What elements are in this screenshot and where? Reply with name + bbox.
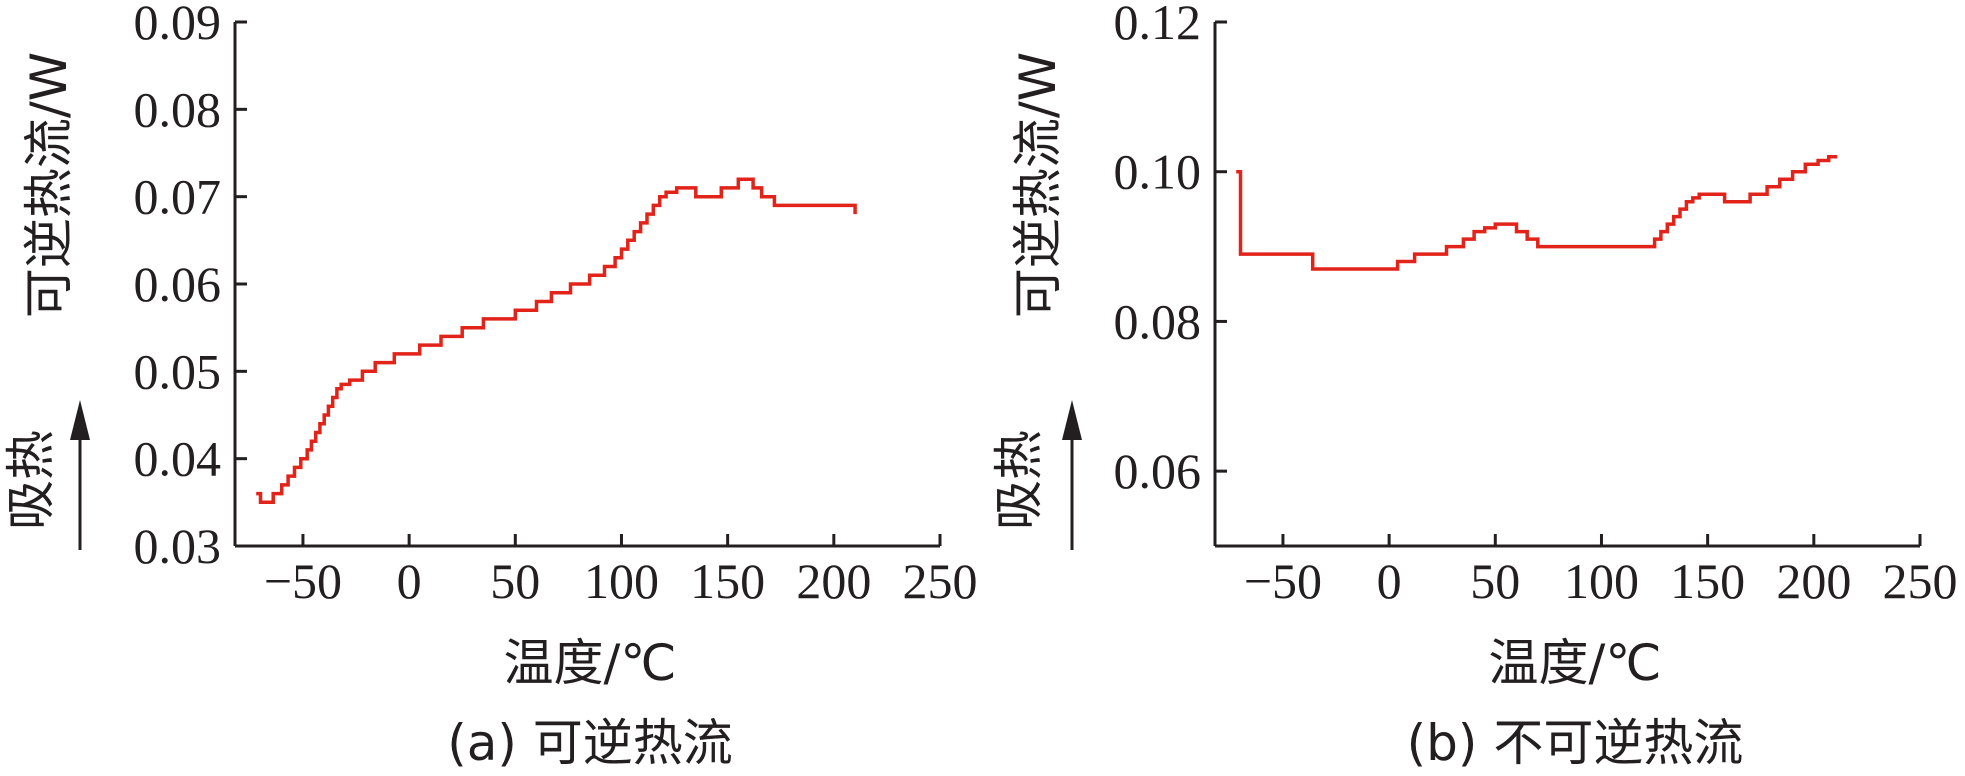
x-tick-label-b: 0 xyxy=(1377,553,1402,609)
y-tick-label-b: 0.10 xyxy=(1114,144,1202,200)
y-tick-label-a: 0.03 xyxy=(134,518,222,574)
y-tick-label-b: 0.12 xyxy=(1114,0,1202,50)
x-tick-label-b: −50 xyxy=(1244,553,1322,609)
x-tick-label-b: 100 xyxy=(1564,553,1639,609)
y-tick-label-a: 0.07 xyxy=(134,169,222,225)
series-line-b xyxy=(1236,154,1838,271)
x-tick-label-a: 150 xyxy=(690,553,765,609)
direction-label-b: 吸热 xyxy=(990,430,1048,530)
x-tick-label-b: 200 xyxy=(1776,553,1851,609)
up-arrow-icon xyxy=(1062,400,1082,550)
up-arrow-icon xyxy=(70,400,90,550)
y-tick-label-a: 0.05 xyxy=(134,343,222,399)
y-tick-label-b: 0.08 xyxy=(1114,293,1202,349)
x-tick-label-a: 100 xyxy=(584,553,659,609)
y-tick-label-a: 0.09 xyxy=(134,0,222,50)
x-tick-label-a: 200 xyxy=(796,553,871,609)
y-tick-label-a: 0.06 xyxy=(134,256,222,312)
x-axis-label-a: 温度/℃ xyxy=(504,634,677,692)
plot-area-b: 0.06 0.08 0.10 0.12 −50 0 50 100 150 200 250 xyxy=(1114,0,1958,609)
x-tick-label-a: −50 xyxy=(264,553,342,609)
plot-area-a: 0.03 0.04 0.05 0.06 0.07 0.08 0.09 −50 0 50 100 150… xyxy=(134,0,978,609)
x-tick-label-b: 50 xyxy=(1470,553,1520,609)
y-axis-label-b: 可逆热流/W xyxy=(1009,52,1067,318)
direction-label-a: 吸热 xyxy=(2,430,60,530)
caption-b: (b) 不可逆热流 xyxy=(1407,714,1744,772)
x-tick-label-a: 0 xyxy=(397,553,422,609)
panel-a: 0.03 0.04 0.05 0.06 0.07 0.08 0.09 −50 0 50 100 150… xyxy=(2,0,978,772)
x-tick-label-b: 150 xyxy=(1670,553,1745,609)
panel-b: 0.06 0.08 0.10 0.12 −50 0 50 100 150 200 250 可逆热流/… xyxy=(990,0,1958,772)
x-axis-label-b: 温度/℃ xyxy=(1489,634,1662,692)
y-tick-label-a: 0.04 xyxy=(134,431,222,487)
caption-a: (a) 可逆热流 xyxy=(447,714,733,772)
x-tick-label-b: 250 xyxy=(1883,553,1958,609)
y-tick-label-b: 0.06 xyxy=(1114,443,1202,499)
x-tick-label-a: 50 xyxy=(490,553,540,609)
series-line-a xyxy=(256,177,857,505)
x-tick-label-a: 250 xyxy=(903,553,978,609)
y-tick-label-a: 0.08 xyxy=(134,81,222,137)
y-axis-label-a: 可逆热流/W xyxy=(20,52,78,318)
